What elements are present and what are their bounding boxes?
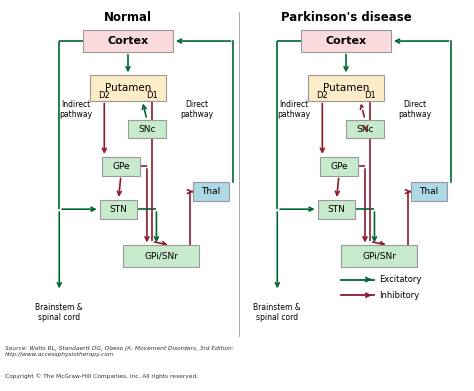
Text: SNc: SNc (138, 124, 155, 134)
Text: GPi/SNr: GPi/SNr (362, 251, 396, 261)
FancyBboxPatch shape (320, 157, 358, 176)
Text: Putamen: Putamen (323, 83, 369, 93)
Text: Direct
pathway: Direct pathway (398, 100, 431, 119)
Text: Direct
pathway: Direct pathway (180, 100, 213, 119)
FancyBboxPatch shape (123, 246, 199, 267)
Text: D2: D2 (317, 90, 328, 100)
FancyBboxPatch shape (318, 200, 356, 219)
FancyBboxPatch shape (102, 157, 140, 176)
Text: D2: D2 (99, 90, 110, 100)
Text: GPe: GPe (330, 161, 348, 171)
FancyBboxPatch shape (128, 120, 166, 138)
Text: Cortex: Cortex (108, 36, 148, 46)
Text: Normal: Normal (104, 11, 152, 24)
FancyBboxPatch shape (346, 120, 384, 138)
Text: Inhibitory: Inhibitory (379, 291, 419, 300)
Text: Brainstem &
spinal cord: Brainstem & spinal cord (254, 303, 301, 323)
Text: Brainstem &
spinal cord: Brainstem & spinal cord (36, 303, 83, 323)
Text: STN: STN (328, 204, 346, 214)
Text: GPi/SNr: GPi/SNr (144, 251, 178, 261)
FancyBboxPatch shape (83, 30, 173, 52)
Text: Excitatory: Excitatory (379, 275, 421, 284)
Text: GPe: GPe (112, 161, 130, 171)
Text: Indirect
pathway: Indirect pathway (59, 100, 92, 119)
Text: Cortex: Cortex (326, 36, 366, 46)
FancyBboxPatch shape (308, 75, 384, 100)
Text: Thal: Thal (419, 187, 438, 196)
Text: Copyright © The McGraw-Hill Companies, Inc. All rights reserved.: Copyright © The McGraw-Hill Companies, I… (5, 373, 198, 379)
Text: D1: D1 (146, 90, 157, 100)
Text: Putamen: Putamen (105, 83, 151, 93)
FancyBboxPatch shape (301, 30, 391, 52)
FancyBboxPatch shape (411, 182, 447, 201)
Text: Indirect
pathway: Indirect pathway (277, 100, 310, 119)
Text: Thal: Thal (201, 187, 220, 196)
Text: SNc: SNc (356, 124, 374, 134)
FancyBboxPatch shape (341, 246, 417, 267)
FancyBboxPatch shape (193, 182, 228, 201)
Text: STN: STN (109, 204, 128, 214)
FancyBboxPatch shape (100, 200, 137, 219)
Text: Parkinson's disease: Parkinson's disease (281, 11, 411, 24)
Text: Source: Watts RL, Standaertt DG, Obeso JA: Movement Disorders, 3rd Edition:
http: Source: Watts RL, Standaertt DG, Obeso J… (5, 346, 234, 357)
FancyBboxPatch shape (90, 75, 166, 100)
Text: ✕: ✕ (360, 124, 370, 134)
Text: D1: D1 (364, 90, 375, 100)
